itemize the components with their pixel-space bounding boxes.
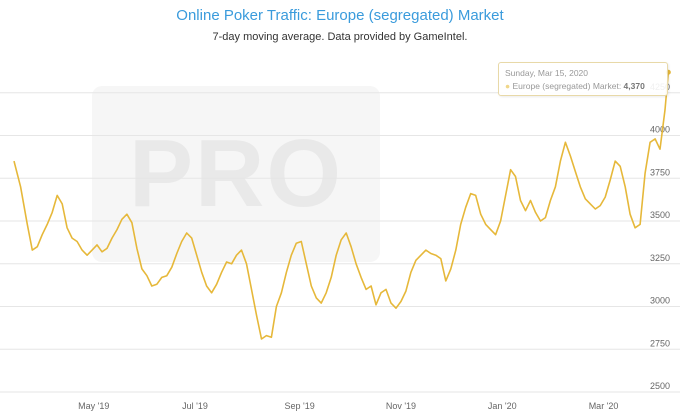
y-tick-label: 3750 — [650, 167, 670, 177]
x-tick-label: May '19 — [78, 401, 109, 411]
x-axis-tick-labels: May '19 Jul '19 Sep '19 Nov '19 Jan '20 Mar '… — [78, 401, 618, 411]
tooltip-date: Sunday, Mar 15, 2020 — [505, 68, 589, 78]
y-axis-tick-labels: 25002750300032503500375040004250 — [650, 82, 670, 391]
tooltip-row: ● Europe (segregated) Market: 4,370 — [505, 81, 645, 91]
series-line-europe-segregated[interactable] — [13, 72, 670, 340]
x-tick-label: Mar '20 — [589, 401, 619, 411]
y-tick-label: 2750 — [650, 338, 670, 348]
y-tick-label: 2500 — [650, 381, 670, 391]
tooltip: Sunday, Mar 15, 2020 ● Europe (segregate… — [498, 62, 668, 96]
tooltip-series-label: Europe (segregated) Market: — [512, 81, 624, 91]
x-tick-label: Nov '19 — [386, 401, 416, 411]
grid-lines — [0, 92, 680, 393]
y-tick-label: 4000 — [650, 125, 670, 135]
y-tick-label: 3500 — [650, 210, 670, 220]
x-tick-label: Jan '20 — [488, 401, 517, 411]
tooltip-dot-icon: ● — [505, 81, 511, 91]
pro-watermark: PRO — [92, 86, 380, 262]
x-tick-label: Jul '19 — [182, 401, 208, 411]
y-tick-label: 3250 — [650, 253, 670, 263]
chart-title: Online Poker Traffic: Europe (segregated… — [176, 7, 504, 24]
tooltip-value: 4,370 — [623, 81, 645, 91]
watermark-text: PRO — [128, 120, 344, 227]
y-tick-label: 3000 — [650, 296, 670, 306]
x-tick-label: Sep '19 — [285, 401, 315, 411]
chart-subtitle: 7-day moving average. Data provided by G… — [212, 31, 468, 43]
